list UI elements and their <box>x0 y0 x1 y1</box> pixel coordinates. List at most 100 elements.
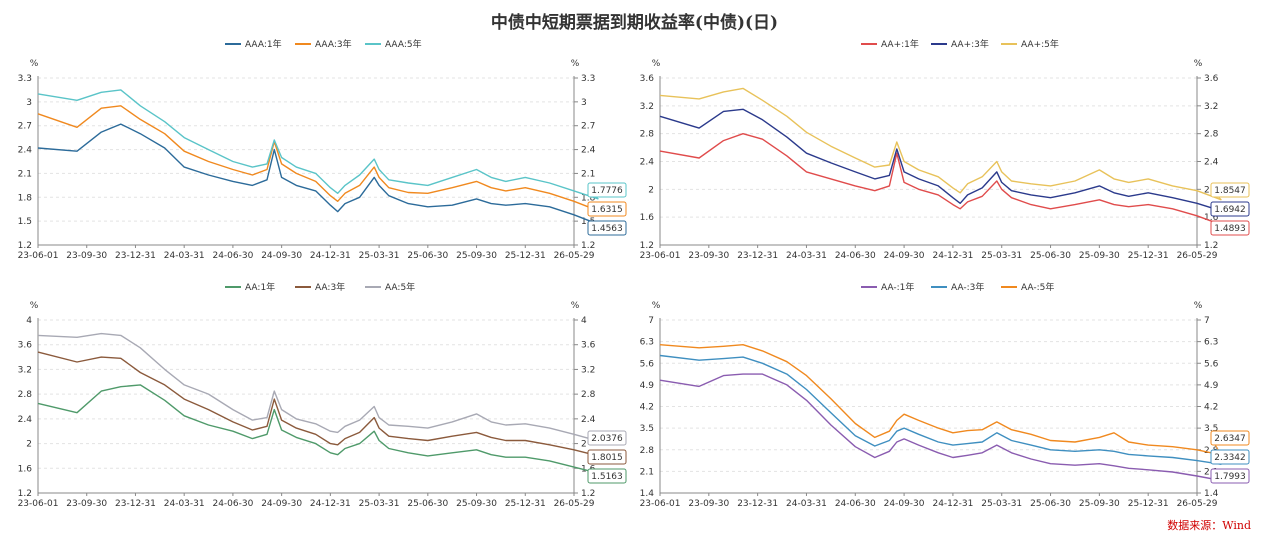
x-tick-label: 23-09-30 <box>688 499 729 509</box>
y-tick-right: 7 <box>1204 316 1210 326</box>
legend-label: AA-:5年 <box>1021 281 1054 293</box>
y-tick-right: 6.3 <box>1204 338 1218 348</box>
y-tick-right: 4 <box>581 316 587 326</box>
x-tick-label: 23-09-30 <box>66 499 107 509</box>
series-line <box>659 87 1222 201</box>
end-value-label: 2.3342 <box>1214 453 1246 463</box>
y-tick-right: 2.1 <box>581 169 595 179</box>
x-tick-label: 25-06-30 <box>407 499 448 509</box>
end-value-label: 2.0376 <box>591 434 623 444</box>
end-label-box <box>1210 182 1250 198</box>
series-line <box>37 384 599 474</box>
legend-label: AAA:3年 <box>315 38 352 50</box>
y-tick-left: 1.6 <box>640 213 655 223</box>
series-line <box>659 344 1222 456</box>
end-value-label: 1.6942 <box>1214 205 1246 215</box>
y-tick-left: 1.2 <box>18 489 32 499</box>
end-value-label: 2.6347 <box>1214 434 1246 444</box>
end-value-label: 1.4893 <box>1214 224 1246 234</box>
end-label-box <box>1210 468 1250 484</box>
y-tick-right: 2.8 <box>1204 130 1219 140</box>
x-tick-label: 23-12-31 <box>115 499 156 509</box>
y-tick-left: 6.3 <box>640 338 654 348</box>
end-label-box <box>587 182 627 198</box>
y-tick-left: 3.2 <box>640 102 654 112</box>
series-line <box>659 108 1222 212</box>
y-tick-right: 3.6 <box>1204 74 1219 84</box>
y-tick-right: 5.6 <box>1204 359 1219 369</box>
y-unit-left: % <box>30 59 39 69</box>
x-tick-label: 24-09-30 <box>261 499 302 509</box>
x-tick-label: 26-05-29 <box>554 499 595 509</box>
x-tick-label: 25-06-30 <box>407 251 448 261</box>
y-tick-left: 2 <box>26 440 32 450</box>
x-tick-label: 25-09-30 <box>456 251 497 261</box>
series-line <box>37 332 599 442</box>
x-tick-label: 23-06-01 <box>18 499 59 509</box>
y-tick-left: 1.8 <box>18 193 33 203</box>
y-unit-left: % <box>652 301 661 311</box>
legend-label: AA+:1年 <box>881 38 919 50</box>
x-tick-label: 24-06-30 <box>835 499 876 509</box>
x-tick-label: 25-03-31 <box>359 499 400 509</box>
y-tick-left: 3.6 <box>640 74 655 84</box>
x-tick-label: 23-12-31 <box>737 251 778 261</box>
x-tick-label: 25-12-31 <box>1128 499 1169 509</box>
series-line <box>659 354 1222 465</box>
y-tick-right: 3.3 <box>581 74 595 84</box>
y-tick-right: 3.2 <box>581 365 595 375</box>
end-value-label: 1.8015 <box>591 453 623 463</box>
x-tick-label: 25-12-31 <box>505 251 546 261</box>
legend-label: AA-:1年 <box>881 281 914 293</box>
x-tick-label: 23-09-30 <box>688 251 729 261</box>
x-tick-label: 24-12-31 <box>932 499 973 509</box>
x-tick-label: 23-06-01 <box>640 499 681 509</box>
x-tick-label: 24-03-31 <box>786 499 827 509</box>
series-line <box>37 89 599 200</box>
y-tick-right: 3 <box>581 98 587 108</box>
end-label-box <box>587 449 627 465</box>
y-unit-right: % <box>1194 59 1203 69</box>
y-tick-left: 2 <box>648 185 654 195</box>
y-tick-right: 4.2 <box>1204 403 1218 413</box>
end-value-label: 1.7993 <box>1214 472 1246 482</box>
legend-label: AAA:5年 <box>385 38 422 50</box>
x-tick-label: 25-06-30 <box>1030 251 1071 261</box>
y-tick-right: 4.9 <box>1204 381 1219 391</box>
end-value-label: 1.8547 <box>1214 186 1246 196</box>
y-tick-left: 2.4 <box>18 415 33 425</box>
x-tick-label: 24-06-30 <box>212 499 253 509</box>
y-tick-left: 4.2 <box>640 403 654 413</box>
series-line <box>37 105 599 212</box>
y-unit-right: % <box>571 59 580 69</box>
x-tick-label: 24-03-31 <box>164 499 205 509</box>
page-title: 中债中短期票据到期收益率(中债)(日) <box>490 13 779 33</box>
end-label-box <box>587 220 627 236</box>
y-tick-right: 1.2 <box>581 489 595 499</box>
end-label-box <box>587 468 627 484</box>
series-line <box>37 123 599 225</box>
end-value-label: 1.4563 <box>591 224 623 234</box>
y-tick-right: 2 <box>581 440 587 450</box>
x-tick-label: 25-03-31 <box>359 251 400 261</box>
y-tick-left: 1.6 <box>18 464 33 474</box>
y-tick-right: 2 <box>1204 185 1210 195</box>
y-tick-right: 3.5 <box>1204 424 1218 434</box>
legend-label: AA-:3年 <box>951 281 984 293</box>
x-tick-label: 26-05-29 <box>1177 499 1218 509</box>
y-tick-right: 1.4 <box>1204 489 1219 499</box>
x-tick-label: 25-03-31 <box>981 499 1022 509</box>
y-tick-left: 5.6 <box>640 359 655 369</box>
y-tick-left: 2.1 <box>640 467 654 477</box>
x-tick-label: 25-12-31 <box>505 499 546 509</box>
x-tick-label: 24-06-30 <box>835 251 876 261</box>
y-unit-right: % <box>1194 301 1203 311</box>
x-tick-label: 24-09-30 <box>261 251 302 261</box>
x-tick-label: 24-12-31 <box>932 251 973 261</box>
x-tick-label: 25-03-31 <box>981 251 1022 261</box>
end-label-box <box>1210 449 1250 465</box>
y-tick-right: 1.2 <box>581 241 595 251</box>
x-tick-label: 24-09-30 <box>884 499 925 509</box>
y-tick-left: 2.1 <box>18 169 32 179</box>
